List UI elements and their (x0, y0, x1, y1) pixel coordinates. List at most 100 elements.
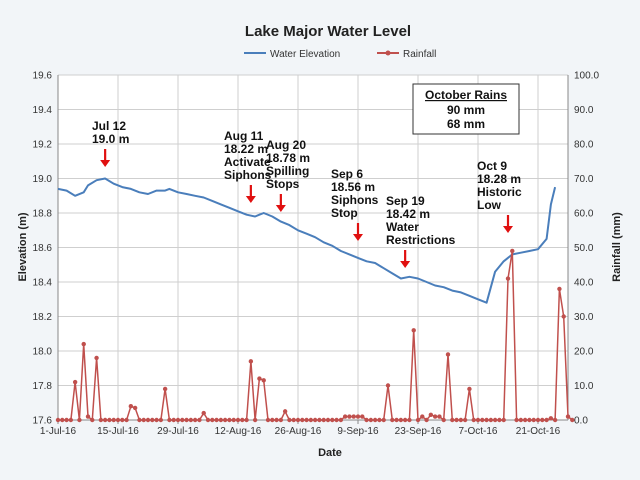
rainfall-point (381, 417, 386, 423)
x-tick-label: 15-Jul-16 (97, 426, 139, 437)
rainfall-point (497, 417, 502, 423)
rainfall-point (535, 417, 541, 423)
x-tick-label: 26-Aug-16 (275, 426, 322, 437)
rainfall-point (55, 417, 61, 423)
annotation-label: Sep 19 18.42 m Water Restrictions (386, 194, 456, 247)
x-axis-label: Date (318, 447, 342, 459)
rainfall-point (154, 417, 159, 423)
y-tick-label: 18.4 (33, 278, 53, 289)
rainfall-point (411, 328, 416, 333)
water-elevation-line (57, 177, 557, 304)
rainfall-point (432, 414, 438, 419)
rainfall-point (355, 414, 361, 419)
rainfall-point (437, 414, 442, 419)
rainfall-point (252, 417, 258, 423)
rainfall-point (107, 417, 112, 423)
rainfall-point (300, 417, 305, 423)
rainfall-point (261, 378, 266, 383)
rainfall-point (312, 417, 318, 423)
y-tick-label: 18.2 (33, 312, 53, 323)
annotation-label: Aug 11 18.22 m Activate Siphons (224, 129, 272, 182)
y-tick-label: 19.4 (33, 105, 53, 116)
y2-tick-label: 100.0 (574, 71, 599, 82)
rainfall-point (132, 405, 138, 411)
rainfall-point (128, 404, 134, 409)
x-tick-label: 9-Sep-16 (337, 426, 379, 437)
x-tick-label: 21-Oct-16 (516, 426, 561, 437)
rainfall-point (501, 417, 506, 423)
rainfall-point (218, 417, 224, 423)
rainfall-point (548, 416, 554, 421)
rainfall-point (150, 417, 155, 423)
rainfall-point (227, 417, 232, 423)
rainfall-point (295, 417, 301, 423)
rainfall-point (180, 417, 185, 423)
rainfall-point (454, 417, 459, 423)
y-tick-label: 17.8 (33, 381, 53, 392)
rainfall-point (385, 383, 391, 388)
rainfall-point (231, 417, 236, 423)
rainfall-point (171, 417, 176, 423)
rainfall-point (244, 417, 249, 423)
rainfall-point (420, 414, 425, 419)
rainfall-point (522, 417, 528, 423)
rainfall-point (488, 417, 494, 423)
rainfall-point (570, 417, 575, 423)
rainfall-point (235, 417, 241, 423)
rainfall-point (274, 417, 279, 423)
annotation-arrow-head (100, 160, 111, 167)
y-tick-label: 19.0 (33, 174, 53, 185)
rainfall-point (102, 417, 108, 423)
rainfall-point (424, 417, 429, 423)
rainfall-point (167, 417, 172, 423)
rainfall-point (471, 417, 476, 423)
textbox-line: 90 mm (447, 103, 485, 117)
rainfall-point (77, 417, 82, 423)
rainfall-point (98, 417, 104, 423)
rainfall-point (308, 417, 314, 423)
annotation-arrow-head (275, 205, 286, 212)
rainfall-point (540, 417, 545, 423)
annotation-label: Jul 12 19.0 m (92, 119, 129, 146)
rainfall-point (467, 386, 472, 392)
rainfall-point (514, 417, 519, 423)
rainfall-point (475, 417, 481, 423)
y-tick-label: 19.2 (33, 140, 53, 151)
rainfall-point (184, 417, 189, 423)
annotation-arrow-head (503, 226, 513, 233)
rainfall-point (111, 417, 116, 423)
rainfall-point (188, 417, 194, 423)
rainfall-point (351, 414, 356, 419)
rainfall-point (527, 417, 532, 423)
rainfall-point (265, 417, 271, 423)
rainfall-point (531, 417, 536, 423)
x-tick-label: 12-Aug-16 (215, 426, 262, 437)
rainfall-point (407, 417, 412, 423)
rainfall-point (137, 417, 142, 423)
rainfall-point (81, 341, 86, 347)
textbox-line: 68 mm (447, 117, 485, 131)
rainfall-point (492, 417, 498, 423)
rainfall-point (347, 414, 352, 419)
rainfall-point (325, 417, 331, 423)
rainfall-point (518, 417, 524, 423)
rainfall-point (364, 417, 369, 423)
rainfall-point (561, 314, 566, 319)
rainfall-point (90, 417, 95, 423)
rainfall-point (68, 417, 74, 423)
rainfall-point (124, 417, 129, 423)
textbox-border (412, 83, 520, 135)
y-tick-label: 18.6 (33, 243, 53, 254)
y2-tick-label: 40.0 (574, 278, 594, 289)
rainfall-point (141, 417, 146, 423)
rainfall-point (510, 248, 515, 254)
rainfall-point (60, 417, 65, 423)
y-tick-label: 19.6 (33, 71, 53, 82)
x-tick-label: 29-Jul-16 (157, 426, 199, 437)
rainfall-point (145, 417, 151, 423)
rainfall-point (445, 352, 451, 357)
rainfall-point (544, 417, 549, 423)
annotation-arrow-head (353, 234, 363, 241)
annotation-label: Sep 6 18.56 m Siphons Stop (331, 167, 379, 220)
